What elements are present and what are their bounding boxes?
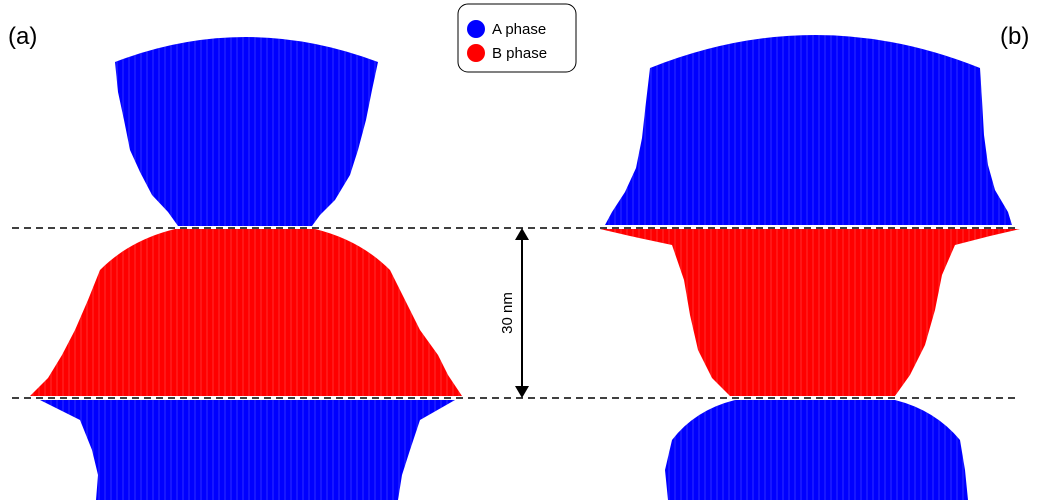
- scale-bar: 30 nm: [499, 228, 529, 398]
- texture: [40, 400, 455, 500]
- texture: [605, 35, 1012, 225]
- legend-swatch: [467, 44, 485, 62]
- legend-swatch: [467, 20, 485, 38]
- legend: A phase B phase: [458, 4, 576, 72]
- panel-label: (b): [1000, 23, 1029, 50]
- panel-a-structure: [30, 37, 462, 500]
- scale-label: 30 nm: [499, 292, 516, 334]
- arrow-head: [515, 386, 529, 398]
- texture: [665, 400, 968, 500]
- texture: [600, 229, 1020, 396]
- legend-label: B phase: [492, 45, 547, 62]
- arrow-head: [515, 228, 529, 240]
- panel-b-structure: [600, 35, 1020, 500]
- texture: [30, 229, 462, 396]
- panel-label: (a): [8, 23, 37, 50]
- figure: 30 nm (a) (b) A phase B phase: [0, 0, 1040, 500]
- legend-label: A phase: [492, 21, 546, 38]
- page: {"panels": [{"label": "(a)"}, {"label": …: [0, 0, 1040, 500]
- texture: [115, 37, 378, 226]
